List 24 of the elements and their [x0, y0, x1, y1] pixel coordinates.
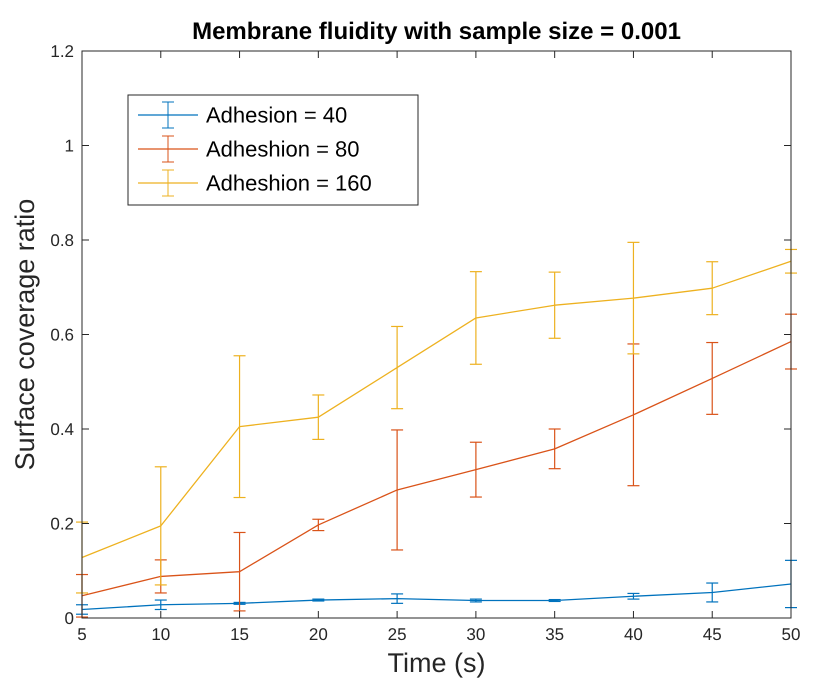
y-tick-label: 0.6 [50, 325, 74, 344]
y-tick-label: 0 [64, 608, 74, 628]
x-tick-label: 30 [466, 625, 486, 644]
y-tick-label: 1 [64, 136, 74, 156]
y-tick-label: 1.2 [50, 42, 74, 61]
x-axis-title: Time (s) [388, 648, 486, 678]
chart-title: Membrane fluidity with sample size = 0.001 [192, 18, 681, 45]
y-tick-label: 0.2 [50, 514, 74, 534]
y-tick-label: 0.4 [50, 420, 74, 439]
x-tick-label: 5 [77, 625, 87, 644]
x-tick-label: 20 [308, 625, 328, 644]
y-tick-label: 0.8 [50, 230, 74, 250]
x-tick-label: 50 [782, 625, 800, 644]
x-tick-label: 35 [545, 625, 564, 644]
x-tick-label: 25 [388, 625, 407, 644]
line-series [81, 583, 792, 610]
legend-label: Adheshion = 160 [206, 170, 372, 196]
legend-label: Adhesion = 40 [206, 102, 348, 128]
legend-label: Adheshion = 80 [206, 136, 360, 162]
x-tick-label: 15 [230, 625, 250, 644]
x-tick-label: 10 [151, 625, 170, 644]
x-tick-label: 45 [702, 625, 722, 644]
x-tick-label: 40 [624, 625, 643, 644]
y-axis-title: Surface coverage ratio [10, 198, 40, 470]
